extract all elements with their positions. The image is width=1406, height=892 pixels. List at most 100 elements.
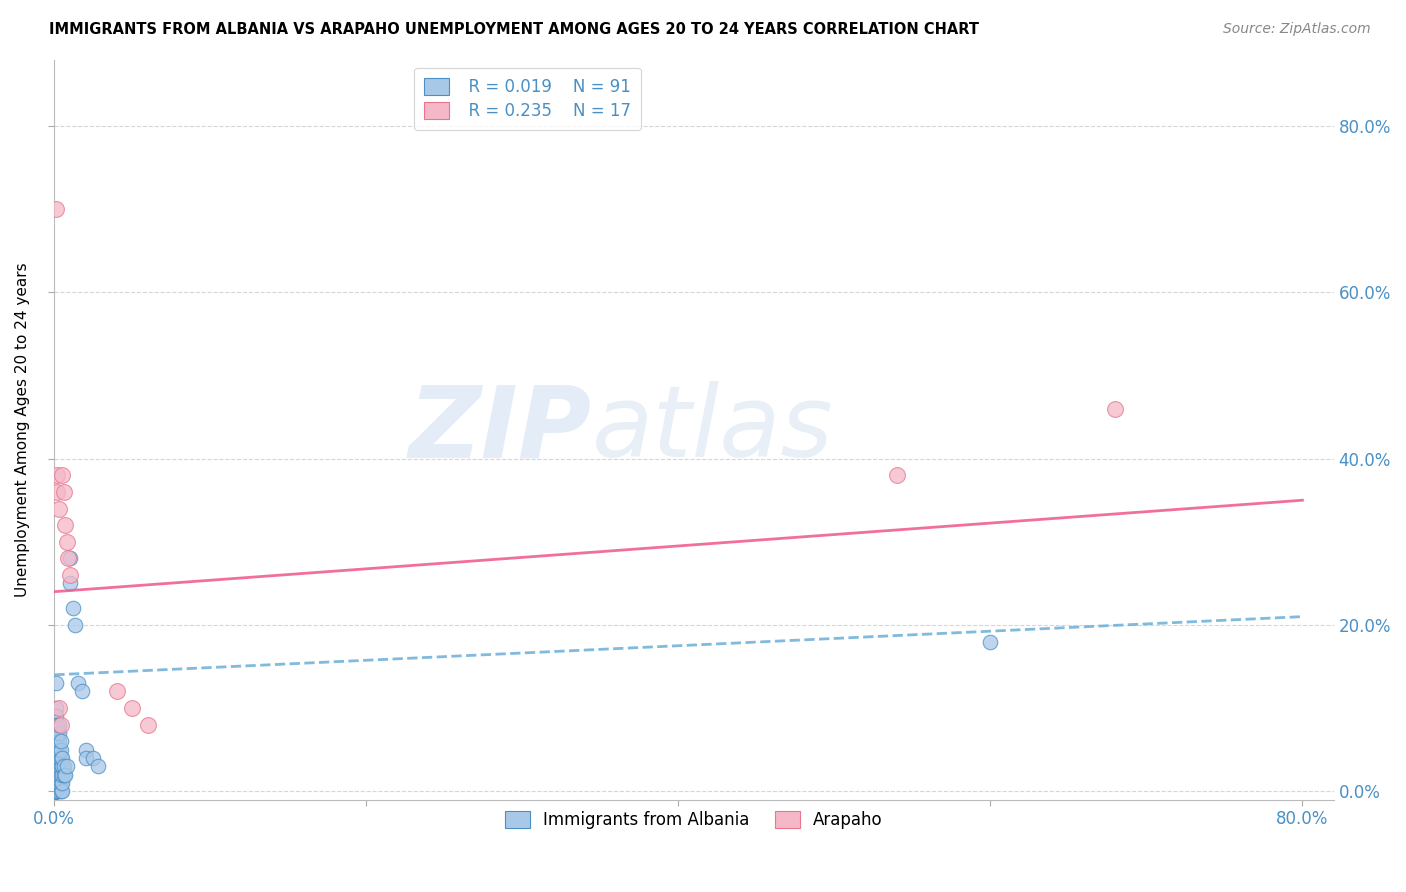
Point <box>51 784 73 798</box>
Point <box>45 784 67 798</box>
Point <box>49 717 72 731</box>
Point <box>48 742 70 756</box>
Point <box>45 784 67 798</box>
Point <box>45 784 67 798</box>
Point <box>46 772 69 786</box>
Point <box>52 767 75 781</box>
Point <box>45 717 67 731</box>
Point <box>136 717 159 731</box>
Point <box>51 751 73 765</box>
Point <box>45 767 67 781</box>
Point <box>45 734 67 748</box>
Point <box>49 734 72 748</box>
Point <box>49 759 72 773</box>
Point <box>45 784 67 798</box>
Text: atlas: atlas <box>592 381 834 478</box>
Point <box>46 730 69 744</box>
Point <box>45 784 67 798</box>
Point <box>59 551 82 566</box>
Point <box>48 776 70 790</box>
Point <box>46 484 69 499</box>
Point <box>51 759 73 773</box>
Point <box>52 759 75 773</box>
Point <box>49 767 72 781</box>
Point <box>46 722 69 736</box>
Point <box>45 784 67 798</box>
Point <box>45 755 67 769</box>
Point <box>46 759 69 773</box>
Point <box>82 751 104 765</box>
Point <box>51 468 73 483</box>
Point <box>72 684 94 698</box>
Point <box>59 576 82 591</box>
Point <box>45 784 67 798</box>
Point <box>45 676 67 690</box>
Point <box>45 730 67 744</box>
Point <box>45 784 67 798</box>
Point <box>46 747 69 761</box>
Text: ZIP: ZIP <box>409 381 592 478</box>
Point <box>75 742 97 756</box>
Point <box>45 784 67 798</box>
Point <box>53 518 76 533</box>
Point <box>75 751 97 765</box>
Point <box>51 776 73 790</box>
Point <box>48 764 70 778</box>
Point <box>63 618 86 632</box>
Point <box>48 759 70 773</box>
Point <box>45 784 67 798</box>
Point <box>45 784 67 798</box>
Point <box>45 784 67 798</box>
Text: IMMIGRANTS FROM ALBANIA VS ARAPAHO UNEMPLOYMENT AMONG AGES 20 TO 24 YEARS CORREL: IMMIGRANTS FROM ALBANIA VS ARAPAHO UNEMP… <box>49 22 979 37</box>
Point <box>45 784 67 798</box>
Point <box>48 767 70 781</box>
Point <box>56 759 79 773</box>
Point <box>48 780 70 794</box>
Point <box>46 751 69 765</box>
Point <box>46 767 69 781</box>
Point <box>45 784 67 798</box>
Point <box>46 764 69 778</box>
Point <box>45 739 67 753</box>
Point <box>45 764 67 778</box>
Point <box>49 742 72 756</box>
Point <box>45 202 67 217</box>
Point <box>46 468 69 483</box>
Point <box>45 751 67 765</box>
Point <box>45 726 67 740</box>
Point <box>45 784 67 798</box>
Point <box>87 759 110 773</box>
Point <box>56 534 79 549</box>
Point <box>46 776 69 790</box>
Point <box>52 484 75 499</box>
Point <box>48 726 70 740</box>
Point <box>66 676 89 690</box>
Point <box>48 751 70 765</box>
Point <box>46 734 69 748</box>
Point <box>48 784 70 798</box>
Point <box>45 742 67 756</box>
Point <box>45 772 67 786</box>
Point <box>48 717 70 731</box>
Point <box>45 701 67 715</box>
Point <box>121 701 143 715</box>
Point <box>105 684 128 698</box>
Point <box>58 551 80 566</box>
Point <box>49 751 72 765</box>
Point <box>48 755 70 769</box>
Point <box>62 601 84 615</box>
Point <box>49 776 72 790</box>
Point <box>45 780 67 794</box>
Point <box>45 747 67 761</box>
Point <box>46 784 69 798</box>
Point <box>48 734 70 748</box>
Point <box>53 767 76 781</box>
Y-axis label: Unemployment Among Ages 20 to 24 years: Unemployment Among Ages 20 to 24 years <box>15 262 30 597</box>
Point <box>48 501 70 516</box>
Point <box>51 767 73 781</box>
Point <box>46 742 69 756</box>
Point <box>46 739 69 753</box>
Point <box>979 634 1001 648</box>
Point <box>886 468 908 483</box>
Point <box>46 780 69 794</box>
